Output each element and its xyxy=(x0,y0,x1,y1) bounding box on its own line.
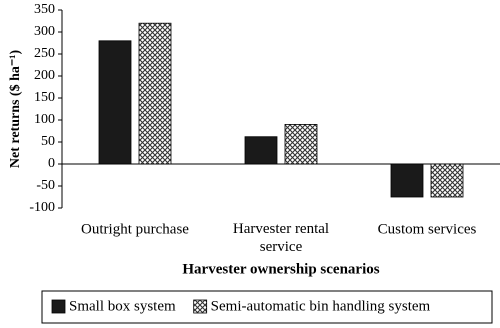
y-tick-label: 300 xyxy=(34,24,55,39)
y-axis-title: Net returns ($ ha⁻¹) xyxy=(8,50,23,169)
legend-swatch xyxy=(51,299,66,314)
bar xyxy=(284,124,318,165)
legend-label: Small box system xyxy=(69,298,176,314)
y-tick-label: -100 xyxy=(29,200,55,215)
bar xyxy=(98,40,132,165)
bar xyxy=(138,22,172,165)
bar xyxy=(244,136,278,165)
y-tick-label: 250 xyxy=(34,46,55,61)
bar xyxy=(390,163,424,198)
x-axis-title: Harvester ownership scenarios xyxy=(182,261,379,277)
y-tick-label: 200 xyxy=(34,68,55,83)
y-tick-label: 150 xyxy=(34,90,55,105)
legend-swatch xyxy=(193,299,208,314)
legend-box xyxy=(41,290,493,324)
y-tick-label: 350 xyxy=(34,2,55,17)
y-tick-label: 50 xyxy=(41,134,55,149)
y-tick-label: 0 xyxy=(48,156,55,171)
x-tick-label: Custom services xyxy=(378,221,477,237)
y-tick-label: 100 xyxy=(34,112,55,127)
legend-label: Semi-automatic bin handling system xyxy=(211,298,431,314)
y-tick-label: -50 xyxy=(36,178,55,193)
x-tick-label: Harvester rental service xyxy=(233,221,329,255)
bar xyxy=(430,163,464,198)
x-tick-label: Outright purchase xyxy=(81,221,189,237)
